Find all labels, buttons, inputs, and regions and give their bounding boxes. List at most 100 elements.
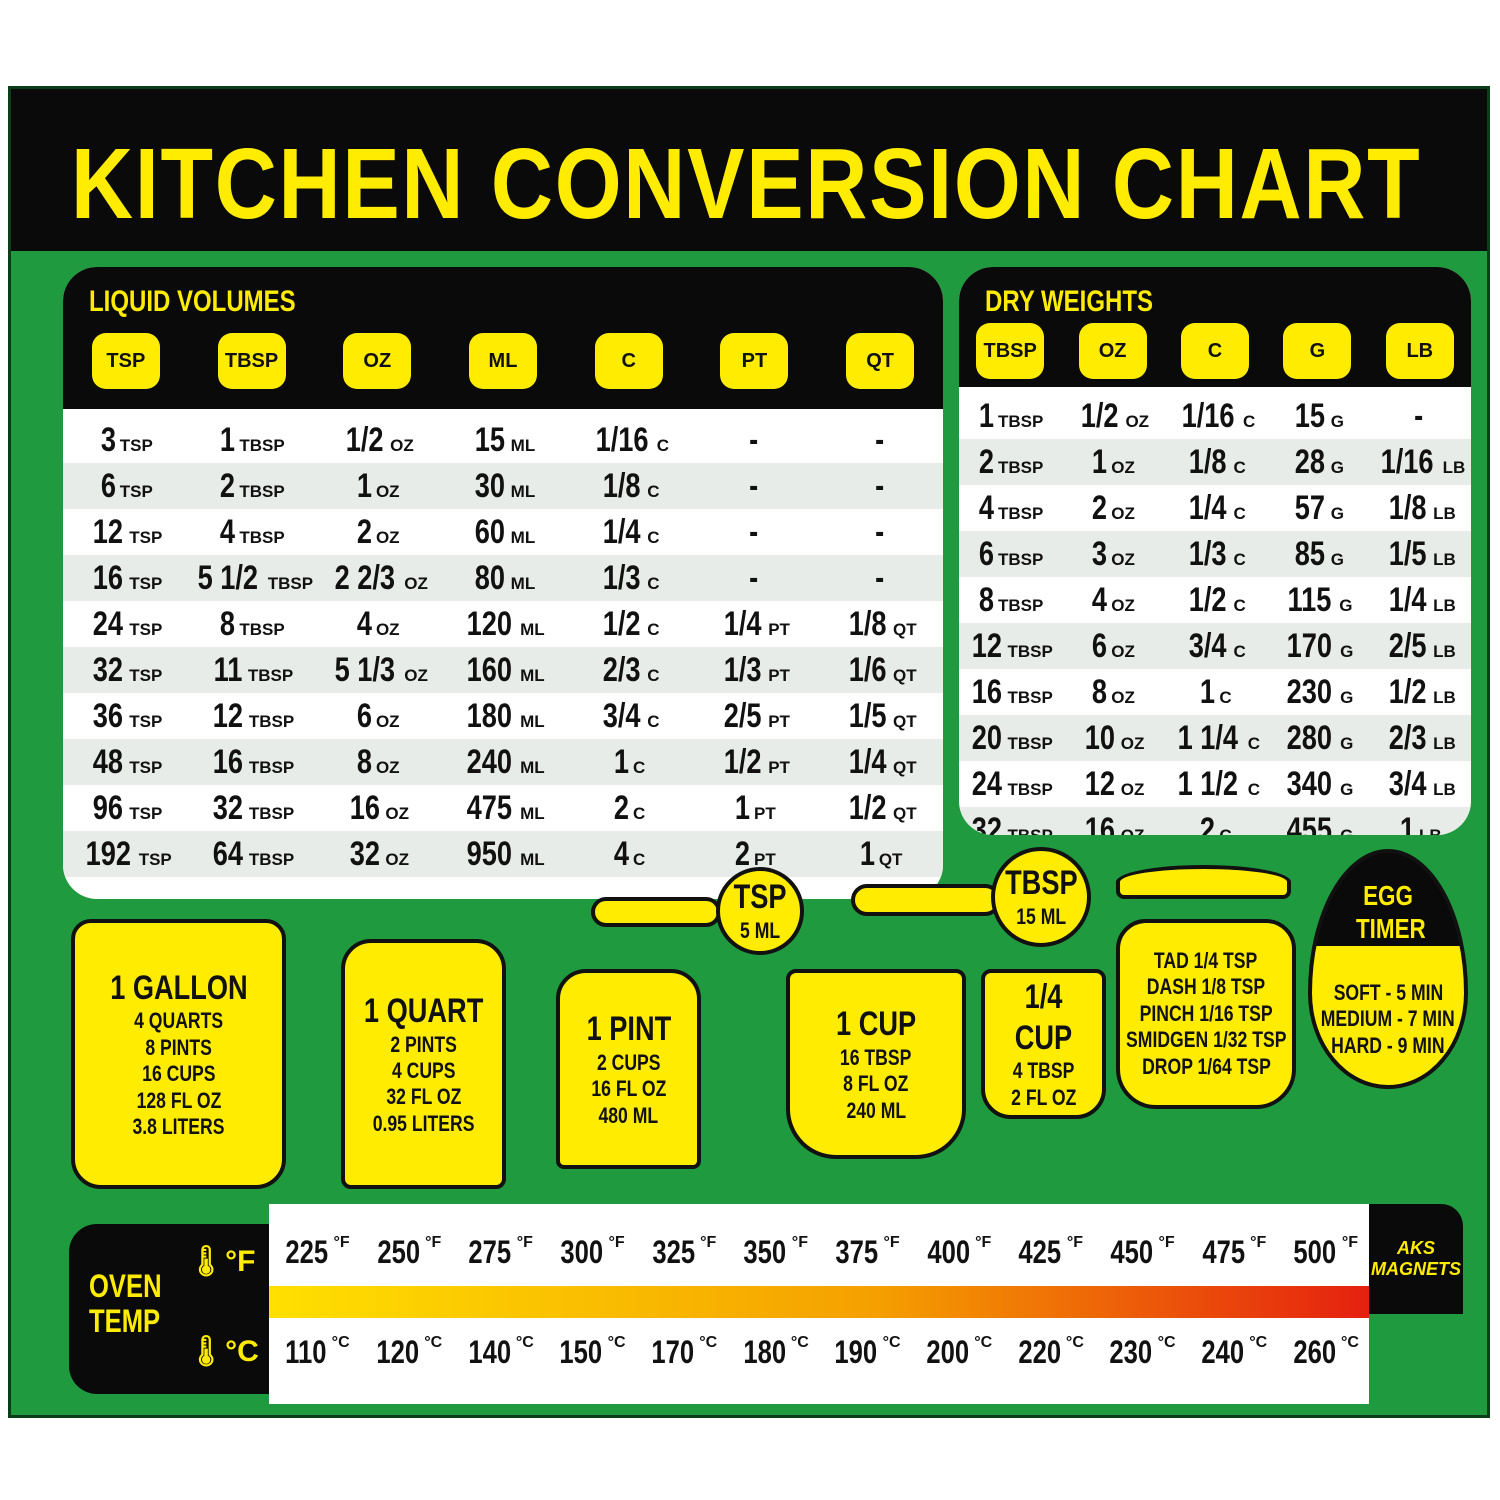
cell-unit: LB [1418,825,1442,836]
celsius-temp: 180 °C [727,1334,819,1371]
celsius-temp: 200 °C [911,1334,1003,1371]
cell-value: 57 [1294,488,1325,527]
fahrenheit-thermometer-icon: 🌡°F [187,1245,256,1278]
cell-value: 192 [85,834,132,873]
cell-value: 16 [212,742,244,781]
ml-measure-icon: ML [469,333,537,389]
celsius-temp: 230 °C [1094,1334,1186,1371]
cell-unit: LB [1433,641,1456,661]
quarter-cup-shape: 1/4 CUP 4 TBSP 2 FL OZ [981,969,1106,1119]
cell-value: 24 [93,604,124,643]
table-cell: 1/16 C [1164,397,1266,436]
table-row: 4 TBSP 2 OZ 1/4 C 57 G 1/8 LB [959,485,1471,531]
qt-header-label: QT [866,349,895,372]
cell-unit: OZ [1111,687,1135,707]
table-cell: 1/8 LB [1369,489,1471,528]
fahrenheit-temp: 400 °F [911,1234,1003,1271]
table-cell: 16 OZ [314,789,440,828]
g-header-label: G [1309,339,1326,362]
table-cell: 12 OZ [1061,765,1163,804]
table-cell: 32 TBSP [189,789,315,828]
cell-value: 230 [1287,672,1333,711]
temp-unit: °C [1065,1334,1084,1351]
cell-unit: ML [510,573,536,593]
table-cell: 170 G [1266,627,1368,666]
cell-unit: PT [768,665,790,685]
cell-unit: C [647,619,660,639]
oz-measure-icon: OZ [343,333,412,389]
cell-unit: TBSP [248,711,295,731]
cell-value: 1/4 [848,742,887,781]
cell-unit: C [1233,457,1246,477]
cell-value: 1/2 [848,788,887,827]
pinch-scale-top-icon [1116,865,1291,899]
cell-unit: G [1340,779,1354,799]
cell-value: 1/4 [602,512,641,551]
cell-unit: ML [520,711,545,731]
cell-unit: C [1247,733,1260,753]
table-cell: 6 TSP [63,467,189,506]
temp-value: 225 [285,1234,329,1270]
table-cell: 2 OZ [314,513,440,552]
cell-value: 3/4 [1188,626,1227,665]
cell-value: 1/4 [1388,580,1427,619]
table-cell: 15 G [1266,397,1368,436]
table-row: 24 TSP 8 TBSP 4 OZ 120 ML 1/2 C 1/4 PT 1/8 QT [63,601,943,647]
cell-unit: TSP [119,435,153,455]
cell-unit: PT [754,803,776,823]
cell-value: 80 [474,558,505,597]
gallon-title: 1 GALLON [109,968,248,1007]
table-cell: 32 TSP [63,651,189,690]
pint-line: 480 ML [598,1102,659,1128]
table-cell: 1/2 C [566,605,692,644]
egg-title: EGG TIMER [1356,879,1426,945]
temp-unit: °C [1249,1334,1268,1351]
cell-value: 8 [978,580,995,619]
pint-carton-shape: 1 PINT 2 CUPS 16 FL OZ 480 ML [556,969,701,1169]
cell-value: 12 [971,626,1002,665]
table-cell: 3 TSP [63,421,189,460]
cup-line: 240 ML [846,1097,906,1123]
cell-unit: QT [893,803,917,823]
aks-magnets-logo: AKS MAGNETS [1369,1204,1463,1314]
table-cell: 1/8 QT [817,605,943,644]
cell-value: 10 [1084,718,1115,757]
quarter_cup-line: 4 TBSP [1012,1058,1075,1084]
logo-text: AKS MAGNETS [1371,1238,1461,1279]
table-cell: 1/8 C [1164,443,1266,482]
temp-value: 140 [467,1334,511,1370]
cell-value: 16 [971,672,1002,711]
temp-value: 120 [376,1334,419,1370]
table-cell: 2 TBSP [189,467,315,506]
cell-unit: TBSP [239,619,285,639]
cell-unit: TBSP [997,549,1044,569]
cell-unit: C [1233,549,1246,569]
cell-value: 1 [356,466,373,505]
cell-unit: ML [510,527,536,547]
cell-unit: C [647,573,660,593]
cell-value: 2/3 [602,650,641,689]
cell-value: 1 [978,396,995,435]
c-measure-icon: C [594,333,663,389]
table-row: 6 TBSP 3 OZ 1/3 C 85 G 1/5 LB [959,531,1471,577]
cell-value: 1/2 [602,604,641,643]
temp-value: 150 [559,1334,603,1370]
table-cell: 16 TBSP [959,673,1061,712]
table-cell: 1/5 QT [817,697,943,736]
celsius-temp: 240 °C [1186,1334,1278,1371]
cell-value: 85 [1294,534,1325,573]
cell-value: 32 [212,788,244,827]
temp-value: 250 [377,1234,420,1270]
cell-unit: TBSP [248,803,295,823]
table-cell: 85 G [1266,535,1368,574]
cell-value: 180 [467,696,513,735]
table-cell: 455 G [1266,811,1368,836]
temp-unit: °F [333,1234,350,1251]
cell-value: 32 [349,834,380,873]
table-cell: - [817,559,943,598]
cell-unit: TSP [129,711,163,731]
table-row: 12 TSP 4 TBSP 2 OZ 60 ML 1/4 C - - [63,509,943,555]
cup-line: 8 FL OZ [843,1071,909,1097]
table-cell: 1 1/4 C [1164,719,1266,758]
temp-unit: °C [882,1334,901,1351]
